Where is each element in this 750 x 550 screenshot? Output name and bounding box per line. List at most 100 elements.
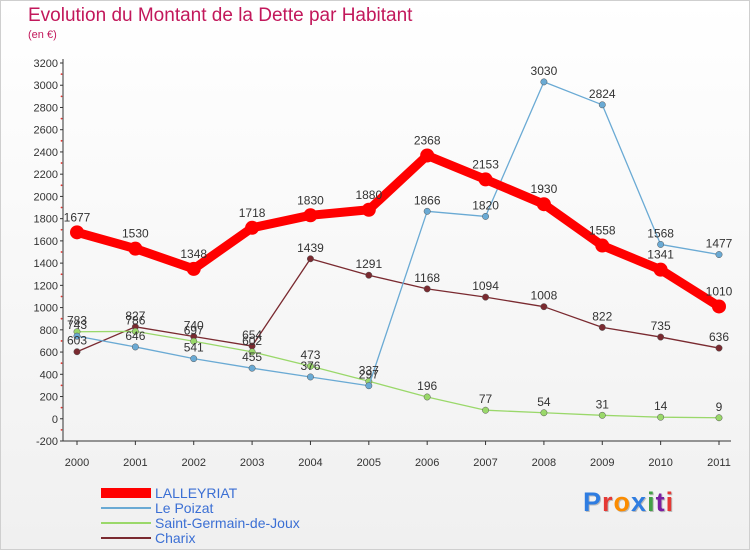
legend-item-charix: Charix xyxy=(101,530,195,546)
y-tick-label: 1600 xyxy=(34,236,58,248)
y-minor-tick xyxy=(60,295,63,298)
x-tick-label: 2004 xyxy=(298,457,322,469)
x-tick-label: 2000 xyxy=(65,457,89,469)
series-line-2 xyxy=(76,330,720,419)
x-tick-label: 2008 xyxy=(532,457,556,469)
y-minor-tick xyxy=(60,384,63,387)
y-minor-tick xyxy=(60,139,63,142)
series-point-3 xyxy=(423,285,431,293)
y-minor-tick xyxy=(60,362,63,365)
chart-title: Evolution du Montant de la Dette par Hab… xyxy=(28,5,413,26)
y-tick-label: 2200 xyxy=(34,169,58,181)
series-point-1 xyxy=(307,373,314,381)
series-point-2 xyxy=(657,413,665,421)
legend-label-charix: Charix xyxy=(155,530,196,546)
chart-subtitle: (en €) xyxy=(28,29,57,41)
y-tick-label: 3200 xyxy=(34,58,58,70)
data-label-2: 196 xyxy=(417,379,437,393)
y-tick-label: 0 xyxy=(52,414,58,426)
data-label-3: 1008 xyxy=(531,289,558,303)
x-tick-label: 2007 xyxy=(473,457,497,469)
series-point-3 xyxy=(365,271,373,279)
data-label-0: 1530 xyxy=(122,227,149,241)
y-minor-tick xyxy=(60,251,63,253)
data-label-1: 297 xyxy=(359,368,379,382)
series-point-1 xyxy=(248,364,256,372)
data-label-3: 636 xyxy=(709,330,729,344)
data-label-3: 1168 xyxy=(414,271,440,285)
y-minor-tick xyxy=(60,206,63,209)
y-minor-tick xyxy=(60,340,63,342)
y-tick-label: 1200 xyxy=(34,280,58,292)
y-tick-label: -200 xyxy=(36,436,58,448)
series-point-0 xyxy=(128,241,143,256)
series-point-0 xyxy=(70,225,84,240)
x-tick-label: 2005 xyxy=(357,457,381,469)
data-label-0: 1558 xyxy=(589,224,616,238)
series-point-2 xyxy=(423,393,431,401)
series-point-1 xyxy=(131,343,139,351)
legend-label-saint-germain-de-joux: Saint-Germain-de-Joux xyxy=(155,515,300,531)
data-label-3: 822 xyxy=(592,309,612,323)
data-label-2: 31 xyxy=(596,397,610,411)
series-point-1 xyxy=(598,101,606,109)
y-minor-tick xyxy=(60,73,63,76)
data-label-1: 743 xyxy=(67,318,87,332)
y-minor-tick xyxy=(60,228,63,231)
data-label-2: 337 xyxy=(359,363,379,377)
series-point-2 xyxy=(598,411,606,419)
y-tick-label: 2000 xyxy=(34,191,58,203)
series-point-2 xyxy=(190,337,198,345)
y-tick-label: 2600 xyxy=(34,125,58,137)
legend-swatch-saint-germain-de-joux xyxy=(101,522,151,524)
legend-item-lalleyriat: LALLEYRIAT xyxy=(101,485,237,501)
series-point-2 xyxy=(307,362,314,370)
data-label-3: 735 xyxy=(651,319,671,333)
x-tick-label: 2003 xyxy=(240,457,264,469)
data-label-1: 455 xyxy=(242,350,262,364)
series-line-3 xyxy=(76,258,720,353)
data-label-1: 3030 xyxy=(531,64,558,78)
series-point-0 xyxy=(186,261,201,276)
x-tick-label: 2009 xyxy=(590,457,614,469)
data-label-3: 654 xyxy=(242,328,262,342)
legend-label-le-poizat: Le Poizat xyxy=(155,500,214,516)
data-label-2: 602 xyxy=(242,334,262,348)
y-minor-tick xyxy=(60,406,63,409)
x-tick-label: 2002 xyxy=(181,457,205,469)
data-label-0: 1348 xyxy=(180,247,207,261)
y-tick-label: 800 xyxy=(40,325,58,337)
series-point-0 xyxy=(595,238,610,253)
data-label-0: 1930 xyxy=(531,182,558,196)
series-point-3 xyxy=(482,293,489,301)
data-label-1: 646 xyxy=(125,329,145,343)
y-tick-label: 2400 xyxy=(34,147,58,159)
series-line-1 xyxy=(76,81,720,387)
y-tick-label: 400 xyxy=(40,369,58,381)
series-point-0 xyxy=(478,172,493,187)
data-label-3: 1439 xyxy=(297,241,324,255)
series-point-2 xyxy=(248,348,256,356)
series-point-1 xyxy=(73,332,81,340)
data-label-2: 783 xyxy=(67,314,87,328)
data-label-3: 740 xyxy=(184,318,204,332)
data-label-2: 9 xyxy=(716,400,723,414)
series-point-1 xyxy=(190,355,198,363)
series-point-1 xyxy=(365,382,373,390)
series-line-0 xyxy=(72,150,724,311)
data-label-1: 1477 xyxy=(706,237,733,251)
data-label-1: 541 xyxy=(184,341,204,355)
series-point-1 xyxy=(657,240,665,248)
y-tick-label: 200 xyxy=(40,392,58,404)
x-tick-label: 2006 xyxy=(415,457,439,469)
y-minor-tick xyxy=(60,184,63,187)
series-point-0 xyxy=(303,208,318,223)
x-tick-label: 2010 xyxy=(648,457,672,469)
y-tick-label: 3000 xyxy=(34,80,58,92)
data-label-0: 2368 xyxy=(414,133,441,147)
data-label-1: 1568 xyxy=(647,226,674,240)
series-point-1 xyxy=(482,212,489,220)
data-label-0: 2153 xyxy=(472,157,499,171)
data-label-2: 697 xyxy=(184,323,204,337)
